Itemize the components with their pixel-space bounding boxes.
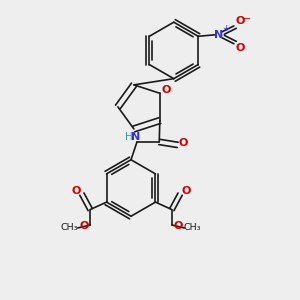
Text: H: H — [125, 132, 133, 142]
Text: O: O — [235, 43, 244, 53]
Text: N: N — [131, 132, 140, 142]
Text: −: − — [243, 14, 251, 24]
Text: O: O — [162, 85, 171, 95]
Text: O: O — [179, 138, 188, 148]
Text: +: + — [222, 24, 229, 33]
Text: O: O — [235, 16, 244, 26]
Text: O: O — [80, 220, 89, 231]
Text: O: O — [71, 185, 81, 196]
Text: O: O — [182, 185, 191, 196]
Text: CH₃: CH₃ — [61, 224, 78, 232]
Text: CH₃: CH₃ — [184, 224, 201, 232]
Text: N: N — [214, 30, 224, 40]
Text: O: O — [173, 220, 182, 231]
